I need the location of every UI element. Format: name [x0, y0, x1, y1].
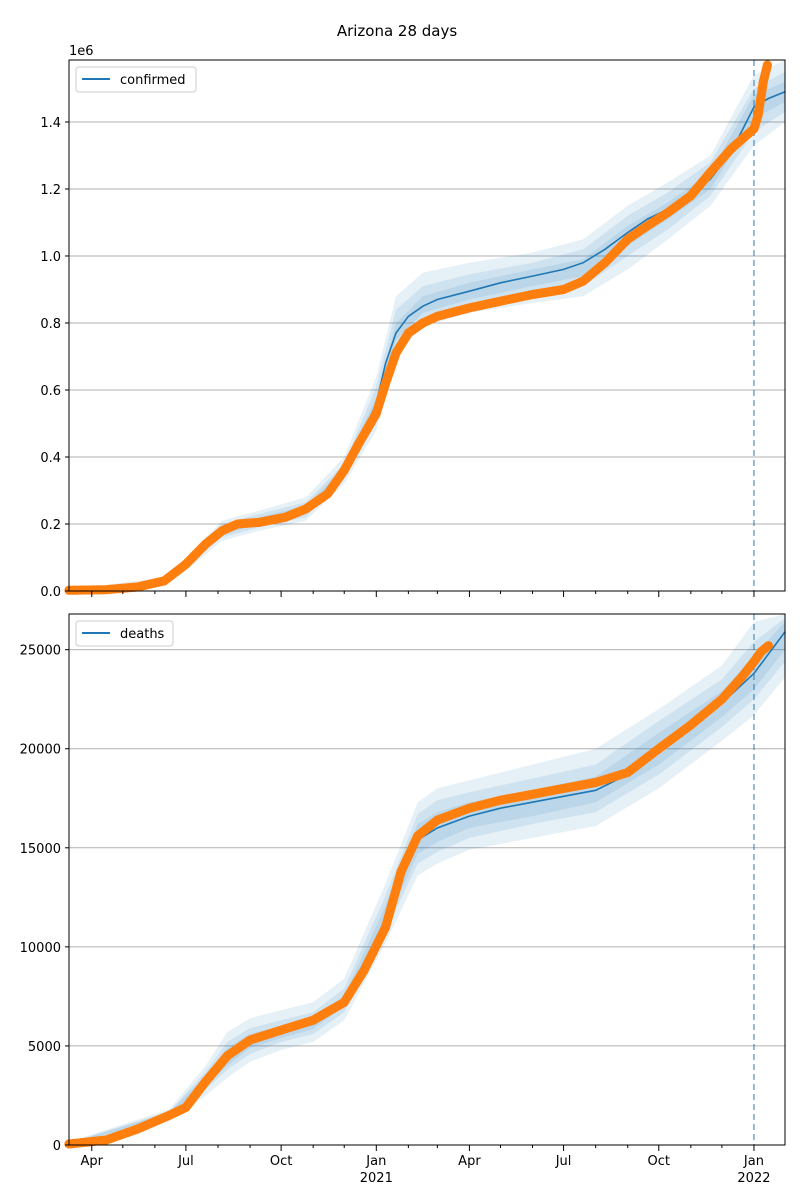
deaths-observed-point	[359, 966, 369, 976]
x-tick-year-label: 2021	[360, 1171, 393, 1186]
confirmed-observed-point	[758, 77, 768, 87]
confirmed-observed-point	[375, 395, 385, 405]
confirmed-observed-point	[339, 465, 349, 475]
confirmed-observed-point	[381, 378, 391, 388]
x-tick-label: Apr	[81, 1154, 104, 1169]
deaths-observed-point	[352, 977, 362, 987]
confirmed-observed-point	[753, 110, 763, 120]
confirmed-y-tick-label: 0.8	[40, 317, 61, 332]
confirmed-series	[64, 60, 786, 595]
deaths-bands	[69, 614, 785, 1145]
confirmed-y-tick-label: 1.2	[40, 183, 61, 198]
deaths-observed-point	[400, 858, 410, 868]
confirmed-observed-point	[348, 450, 357, 460]
deaths-y-tick-label: 10000	[20, 941, 61, 956]
confirmed-observed-point	[757, 84, 767, 93]
deaths-observed-point	[763, 641, 773, 651]
deaths-observed-point	[396, 867, 406, 877]
deaths-y-tick-label: 25000	[20, 644, 61, 659]
confirmed-observed-point	[395, 341, 405, 351]
deaths-observed-point	[404, 849, 414, 859]
confirmed-observed-point	[362, 424, 372, 434]
confirmed-y-tick-label: 0.4	[40, 451, 61, 466]
deaths-series	[64, 631, 786, 1149]
confirmed-observed-point	[399, 335, 409, 345]
deaths-observed-point	[409, 840, 418, 850]
x-tick-label: Jan	[365, 1154, 386, 1169]
confirmed-y-offset-label: 1e6	[69, 44, 94, 59]
deaths-observed-point	[385, 907, 395, 917]
confirmed-observed-point	[762, 60, 772, 70]
deaths-observed-point	[381, 922, 391, 932]
confirmed-y-tick-label: 1.0	[40, 250, 61, 265]
confirmed-legend: confirmed	[75, 66, 197, 93]
deaths-observed-point	[363, 957, 373, 967]
x-tick-label: Oct	[648, 1154, 670, 1169]
confirmed-observed-point	[366, 417, 376, 427]
x-tick-label: Apr	[458, 1154, 481, 1169]
confirmed-y-tick-label: 0.2	[40, 518, 61, 533]
confirmed-y-tick-label: 1.4	[40, 116, 61, 131]
confirmed-axes-frame	[68, 59, 786, 592]
confirmed-observed-point	[749, 124, 759, 134]
deaths-y-tick-label: 20000	[20, 743, 61, 758]
confirmed-y-tick-label: 0.6	[40, 384, 61, 399]
deaths-legend-label: deaths	[120, 627, 165, 642]
confirmed-x-ticks	[91, 591, 755, 597]
confirmed-y-tick-label: 0.0	[40, 585, 61, 600]
deaths-observed-point	[375, 932, 385, 942]
confirmed-observed-point	[354, 439, 364, 449]
deaths-y-tick-label: 5000	[28, 1040, 61, 1055]
deaths-x-ticks: Apr Jul Oct Jan 2021 Apr Jul Oct Jan 2022	[81, 1145, 771, 1186]
deaths-y-tick-label: 15000	[20, 842, 61, 857]
confirmed-observed-point	[391, 348, 401, 358]
x-tick-year-label: 2022	[737, 1171, 770, 1186]
confirmed-observed-point	[385, 366, 395, 376]
confirmed-legend-box	[75, 66, 197, 93]
deaths-panel: 0 5000 10000 15000 20000 25000 Apr Jul Oct Jan 20…	[20, 613, 786, 1186]
deaths-axes-frame	[68, 613, 786, 1146]
deaths-observed-point	[367, 949, 377, 959]
x-tick-label: Oct	[270, 1154, 292, 1169]
deaths-observed-point	[343, 991, 353, 1001]
deaths-observed-point	[339, 997, 349, 1007]
deaths-observed-point	[389, 893, 399, 902]
deaths-grid	[69, 649, 785, 1146]
confirmed-panel: 0.0 0.2 0.4 0.6 0.8 1.0 1.2 1.4 1e6 confirmed	[40, 44, 786, 600]
confirmed-observed-point	[371, 408, 381, 418]
deaths-observed-point	[348, 984, 357, 994]
deaths-legend-box	[75, 620, 174, 647]
deaths-observed-point	[371, 941, 381, 951]
deaths-legend: deaths	[75, 620, 174, 647]
x-tick-label: Jul	[177, 1154, 194, 1169]
deaths-uncertainty-band	[69, 614, 785, 1145]
deaths-y-tick-label: 0	[53, 1139, 61, 1154]
confirmed-observed-point	[358, 432, 368, 441]
deaths-y-ticks: 0 5000 10000 15000 20000 25000	[20, 644, 69, 1154]
x-tick-label: Jul	[555, 1154, 572, 1169]
chart-title: Arizona 28 days	[337, 22, 458, 40]
deaths-observed-point	[393, 878, 403, 888]
confirmed-observed-point	[343, 458, 353, 468]
x-tick-label: Jan	[743, 1154, 764, 1169]
confirmed-y-ticks: 0.0 0.2 0.4 0.6 0.8 1.0 1.2 1.4	[40, 116, 69, 600]
confirmed-legend-label: confirmed	[120, 73, 186, 88]
